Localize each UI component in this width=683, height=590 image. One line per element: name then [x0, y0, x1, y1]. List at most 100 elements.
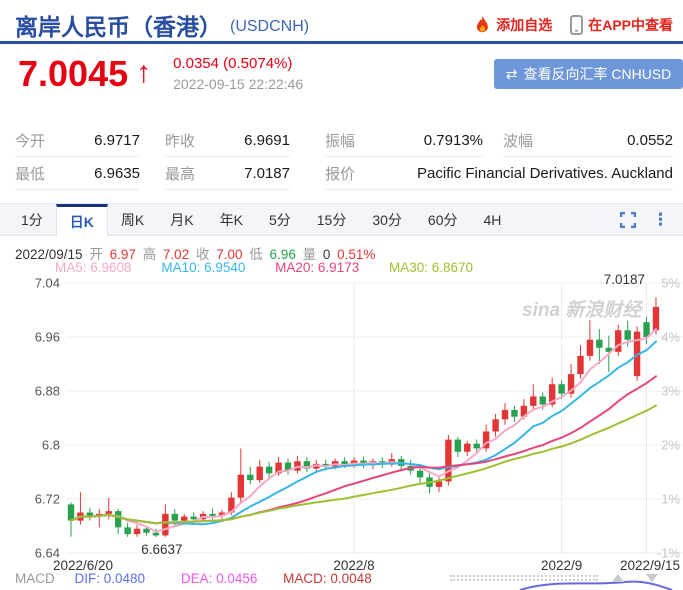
tab-4h[interactable]: 4H [483, 211, 502, 228]
svg-text:6.72: 6.72 [35, 492, 60, 507]
svg-text:6.88: 6.88 [35, 384, 60, 399]
stat-label: 最高 [165, 165, 196, 183]
view-in-app-label: 在APP中查看 [588, 17, 673, 33]
svg-text:6.96: 6.96 [35, 330, 60, 345]
svg-text:-1%: -1% [657, 546, 681, 561]
tab-1min[interactable]: 1分 [21, 211, 43, 228]
stat-value: Pacific Financial Derivatives. Auckland [417, 164, 673, 182]
triangle-up-icon[interactable] [612, 574, 624, 582]
svg-text:2022/9: 2022/9 [541, 558, 582, 573]
add-watchlist-link[interactable]: 添加自选 [474, 15, 552, 35]
phone-icon [570, 15, 584, 35]
svg-text:7.04: 7.04 [35, 276, 60, 291]
macd-dif-value: DIF: 0.0480 [74, 571, 146, 586]
tab-weekly-k[interactable]: 周K [120, 211, 145, 228]
svg-text:4%: 4% [661, 330, 680, 345]
svg-text:6.8: 6.8 [42, 438, 60, 453]
stats-table: 今开 6.9717 昨收 6.9691 振幅 0.7913% 波幅 0.0552… [0, 124, 683, 190]
swap-arrows-icon: ⇄ [505, 65, 518, 82]
ma5-legend: MA5: 6.9608 [55, 260, 132, 275]
stats-row-1: 今开 6.9717 昨收 6.9691 振幅 0.7913% 波幅 0.0552 [0, 124, 683, 157]
ohlc-close-value: 7.00 [216, 247, 243, 262]
ma-legend: MA5: 6.9608 MA10: 6.9540 MA20: 6.9173 MA… [55, 260, 499, 275]
macd-info-bar: MACD DIF: 0.0480 DEA: 0.0456 MACD: 0.004… [15, 571, 372, 586]
tab-5min[interactable]: 5分 [268, 211, 291, 228]
ma20-legend: MA20: 6.9173 [275, 260, 360, 275]
stat-high: 最高 7.0187 [165, 157, 290, 190]
header: 离岸人民币（香港） (USDCNH) 添加自选 在APP中查看 [15, 8, 673, 42]
stat-value: 0.0552 [627, 131, 673, 149]
page-title: 离岸人民币（香港） [15, 14, 222, 40]
stat-prev-close: 昨收 6.9691 [165, 124, 290, 157]
triangle-down-icon[interactable] [646, 574, 658, 582]
stats-row-2: 最低 6.9635 最高 7.0187 报价 Pacific Financial… [0, 157, 683, 190]
menu-dots-icon[interactable]: ⋮ [652, 210, 669, 229]
ma10-legend: MA10: 6.9540 [161, 260, 246, 275]
quote-meta: 0.0354 (0.5074%) 2022-09-15 22:22:46 [173, 52, 303, 92]
svg-text:2022/6/20: 2022/6/20 [53, 558, 113, 573]
svg-text:3%: 3% [661, 384, 680, 399]
tab-yearly-k[interactable]: 年K [219, 211, 243, 228]
view-in-app-link[interactable]: 在APP中查看 [570, 15, 673, 35]
stat-open: 今开 6.9717 [15, 124, 140, 157]
chart-scrollbar-dots[interactable] [450, 575, 598, 581]
macd-name: MACD [15, 571, 55, 586]
ohlc-volume-value: 0 [322, 247, 331, 262]
tab-monthly-k[interactable]: 月K [170, 211, 194, 228]
last-price: 7.0045 [18, 53, 129, 94]
quote-timestamp: 2022-09-15 22:22:46 [173, 76, 304, 92]
fullscreen-icon[interactable] [620, 211, 636, 228]
ohlc-low-value: 6.96 [269, 247, 296, 262]
add-watchlist-label: 添加自选 [496, 17, 553, 33]
ohlc-volume-label: 量 [302, 247, 317, 262]
reverse-rate-label: 查看反向汇率 CNHUSD [523, 66, 672, 82]
quote-block: 7.0045 ↑ 0.0354 (0.5074%) 2022-09-15 22:… [18, 52, 303, 104]
ohlc-date: 2022/09/15 [15, 247, 83, 262]
ohlc-open-label: 开 [89, 247, 103, 262]
stat-source: 报价 Pacific Financial Derivatives. Auckla… [325, 157, 673, 190]
svg-text:6.6637: 6.6637 [141, 542, 182, 557]
stat-low: 最低 6.9635 [15, 157, 140, 190]
stat-value: 7.0187 [244, 164, 290, 182]
svg-text:2022/8: 2022/8 [333, 558, 374, 573]
symbol-code: (USDCNH) [230, 18, 310, 35]
tab-60min[interactable]: 60分 [427, 211, 458, 228]
stat-value: 6.9717 [94, 131, 140, 149]
price-change: 0.0354 (0.5074%) [173, 55, 293, 72]
macd-dea-value: DEA: 0.0456 [180, 571, 258, 586]
period-tabbar: 1分 日K 周K 月K 年K 5分 15分 30分 60分 4H ⋮ [0, 203, 683, 236]
ohlc-high-value: 7.02 [162, 247, 190, 262]
tab-daily-k[interactable]: 日K [55, 204, 108, 236]
svg-text:2%: 2% [661, 438, 680, 453]
flame-icon [477, 15, 489, 33]
svg-text:1%: 1% [661, 492, 680, 507]
stat-range: 波幅 0.0552 [503, 124, 673, 157]
stat-label: 报价 [325, 165, 356, 183]
tab-30min[interactable]: 30分 [372, 211, 402, 228]
svg-text:5%: 5% [661, 276, 680, 291]
ma30-legend: MA30: 6.8670 [388, 260, 474, 275]
ohlc-high-label: 高 [142, 247, 157, 262]
stat-label: 最低 [15, 165, 46, 183]
reverse-rate-button[interactable]: ⇄ 查看反向汇率 CNHUSD [494, 59, 683, 89]
stat-amplitude: 振幅 0.7913% [325, 124, 483, 157]
stat-value: 6.9635 [94, 164, 140, 182]
tabbar-icons: ⋮ [620, 204, 683, 235]
header-links: 添加自选 在APP中查看 [474, 15, 673, 35]
svg-text:7.0187: 7.0187 [604, 272, 645, 287]
stat-label: 波幅 [503, 132, 534, 150]
tab-15min[interactable]: 15分 [316, 211, 347, 228]
candlestick-chart[interactable]: sina 新浪财经 7.04 6.96 6.88 6.8 6.72 6.64 5% 4% 3% 2%… [0, 270, 683, 590]
stat-label: 昨收 [165, 132, 196, 150]
up-arrow-icon: ↑ [136, 56, 152, 89]
stat-value: 6.9691 [244, 131, 290, 149]
ohlc-info-bar: 2022/09/15 开 6.97 高 7.02 收 7.00 低 6.96 量… [15, 243, 378, 263]
svg-text:2022/9/15: 2022/9/15 [620, 558, 680, 573]
stat-value: 0.7913% [423, 131, 483, 149]
ohlc-open-value: 6.97 [109, 247, 136, 262]
ohlc-close-label: 收 [195, 247, 210, 262]
macd-value: MACD: 0.0048 [283, 571, 372, 586]
sina-watermark: sina 新浪财经 [522, 299, 644, 321]
stat-label: 今开 [15, 132, 46, 150]
